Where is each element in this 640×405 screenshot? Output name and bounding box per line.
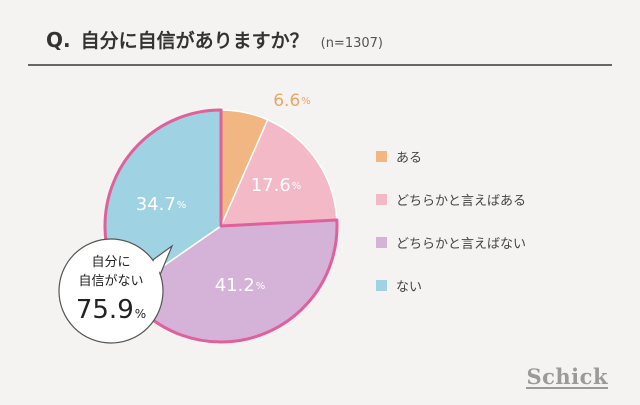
slice-unit: %	[256, 281, 266, 292]
callout-pointer-fill	[151, 249, 170, 273]
slice-label-0: 6.6%	[273, 91, 311, 111]
callout-line1: 自分に	[91, 255, 130, 270]
slice-label-2: 41.2%	[215, 275, 266, 296]
legend-item-somewhat-aru: どちらかと言えばある	[376, 189, 526, 209]
slice-value: 6.6	[273, 91, 300, 111]
slice-somewhat-aru	[219, 118, 338, 227]
legend-label: どちらかと言えばない	[396, 236, 527, 252]
slice-label-3: 34.7%	[136, 194, 187, 215]
legend-label: ある	[396, 150, 423, 166]
slice-unit: %	[177, 200, 187, 211]
legend-swatch	[376, 279, 387, 291]
callout-bubble	[58, 238, 164, 344]
schick-logo: Schick	[526, 364, 608, 389]
slice-value: 34.7	[136, 194, 176, 215]
legend-swatch	[376, 193, 387, 205]
callout-line2: 自信がない	[78, 274, 143, 289]
title-text: 自分に自信がありますか？	[80, 30, 309, 52]
callout-number: 75.9	[76, 295, 134, 325]
chart-title: Q. 自分に自信がありますか？ (n=1307)	[46, 26, 383, 53]
legend-swatch	[376, 150, 387, 162]
title-question-mark: Q.	[46, 28, 71, 52]
callout-value: 75.9%	[76, 295, 146, 325]
title-divider	[28, 64, 612, 66]
legend: ある どちらかと言えばある どちらかと言えばない ない	[376, 146, 526, 295]
legend-item-somewhat-nai: どちらかと言えばない	[376, 232, 526, 252]
legend-label: ない	[396, 279, 423, 295]
legend-item-nai: ない	[376, 275, 526, 295]
slice-unit: %	[292, 181, 302, 192]
slice-value: 41.2	[215, 275, 255, 296]
legend-swatch	[376, 236, 387, 248]
slice-value: 17.6	[251, 175, 291, 196]
legend-label: どちらかと言えばある	[396, 193, 527, 209]
slice-unit: %	[301, 96, 311, 107]
sample-size: (n=1307)	[320, 36, 383, 51]
slice-label-1: 17.6%	[251, 175, 302, 196]
callout-unit: %	[135, 307, 146, 321]
legend-item-aru: ある	[376, 146, 526, 166]
